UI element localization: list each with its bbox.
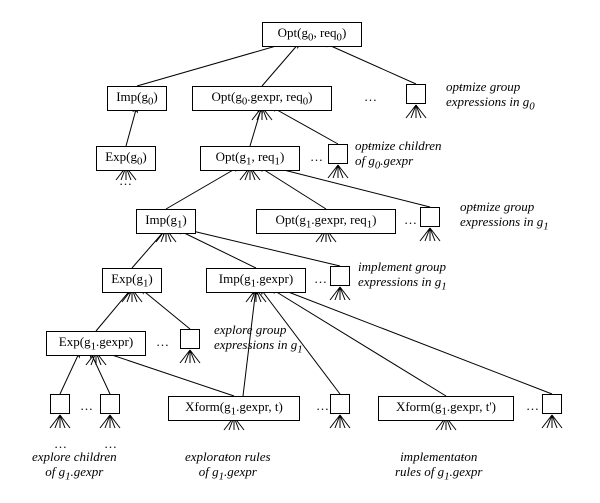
edge [100, 351, 234, 396]
caption-c_expg1: explore groupexpressions in g1 [214, 323, 303, 356]
placeholder-sq_xt_r [330, 394, 350, 414]
ellipsis: … [119, 174, 132, 187]
edges-layer [0, 0, 600, 503]
caption-c_xt: exploraŧon rulesof g1.gexpr [185, 450, 271, 483]
caption-c_bl: explore childrenof g1.gexpr [32, 450, 117, 483]
edge [140, 288, 190, 329]
node-imp_g1: Imp(g1) [136, 209, 196, 234]
placeholder-sq_exp_g1_r [330, 266, 350, 286]
caption-c_xtp: implementaŧonrules of g1.gexpr [395, 450, 482, 483]
caption-c_root: opŧmize groupexpressions in g0 [446, 80, 535, 113]
fanout [50, 415, 70, 428]
edge [126, 106, 137, 146]
node-opt_g0e: Opt(g0.gexpr, req0) [192, 86, 332, 111]
edge [268, 166, 430, 207]
placeholder-sq_exp_g1e_r [180, 329, 200, 349]
ellipsis: … [156, 335, 169, 348]
node-exp_g1: Exp(g1) [102, 268, 162, 293]
ellipsis: … [316, 399, 329, 412]
node-opt_g1: Opt(g1, req1) [200, 146, 300, 171]
node-xform_tp: Xform(g1.gexpr, t') [378, 396, 514, 421]
edge [278, 288, 552, 394]
node-exp_g0: Exp(g0) [96, 146, 156, 171]
ellipsis: … [80, 399, 93, 412]
fanout [406, 105, 426, 118]
edge [184, 229, 340, 266]
caption-c_g1: opŧmize groupexpressions in g1 [460, 200, 549, 233]
placeholder-sq_bl1 [50, 394, 70, 414]
node-imp_g0: Imp(g0) [107, 86, 167, 111]
edge [166, 166, 240, 209]
fanout [328, 165, 348, 178]
node-exp_g1e: Exp(g1.gexpr) [46, 331, 146, 356]
fanout [100, 415, 120, 428]
ellipsis: … [314, 272, 327, 285]
fanout [330, 287, 350, 300]
placeholder-sq_imp_g1_r [420, 207, 440, 227]
ellipsis: … [364, 90, 377, 103]
node-opt_g1e: Opt(g1.gexpr, req1) [256, 209, 396, 234]
placeholder-sq_bl2 [100, 394, 120, 414]
caption-c_impg1: implement groupexpressions in g1 [358, 260, 447, 293]
placeholder-sq_opt_g1_r [328, 144, 348, 164]
edge [270, 106, 338, 144]
node-xform_t: Xform(g1.gexpr, t) [168, 396, 300, 421]
ellipsis: … [310, 150, 323, 163]
edge [96, 288, 132, 331]
placeholder-sq_xtp_r [542, 394, 562, 414]
fanout [542, 415, 562, 428]
ellipsis: … [404, 213, 417, 226]
ellipsis: … [104, 437, 117, 450]
node-root: Opt(g0, req0) [262, 22, 362, 47]
edge [176, 229, 256, 268]
fanout [180, 350, 200, 363]
fanout [420, 228, 440, 241]
edge [60, 351, 80, 394]
caption-c_g0e: opŧmize childrenof g0.gexpr [355, 139, 442, 172]
diagram-stage: Opt(g0, req0) Imp(g0) Opt(g0.gexpr, req0) E… [0, 0, 600, 503]
node-imp_g1e: Imp(g1.gexpr) [206, 268, 306, 293]
edge [322, 42, 416, 84]
ellipsis: … [526, 399, 539, 412]
ellipsis: … [54, 437, 67, 450]
fanout [330, 415, 350, 428]
placeholder-sq_root_r [406, 84, 426, 104]
